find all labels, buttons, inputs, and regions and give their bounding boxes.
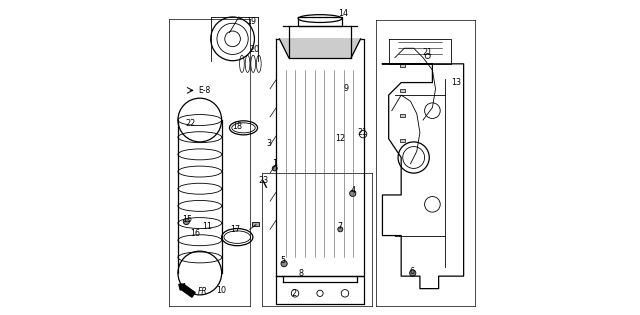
Circle shape	[410, 270, 416, 276]
Text: 21: 21	[422, 49, 433, 57]
Text: 17: 17	[230, 225, 241, 234]
Polygon shape	[280, 39, 360, 58]
Text: 4: 4	[350, 186, 355, 195]
Text: 18: 18	[232, 122, 243, 131]
Bar	[252, 221, 259, 226]
Text: 10: 10	[217, 286, 227, 295]
Bar	[399, 64, 405, 67]
Text: 14: 14	[339, 9, 348, 18]
FancyArrow shape	[179, 284, 195, 297]
Text: 9: 9	[344, 84, 349, 93]
Text: 11: 11	[203, 222, 212, 231]
Text: 21: 21	[357, 128, 367, 137]
Bar	[399, 139, 405, 142]
Text: 7: 7	[338, 222, 343, 231]
Bar	[399, 89, 405, 92]
Bar	[399, 114, 405, 117]
Text: 3: 3	[266, 139, 271, 148]
Circle shape	[338, 227, 343, 232]
Text: E-8: E-8	[198, 86, 211, 95]
Circle shape	[349, 190, 356, 197]
Text: 23: 23	[259, 176, 269, 186]
Circle shape	[272, 166, 277, 171]
Text: FR.: FR.	[198, 287, 210, 296]
Circle shape	[183, 218, 189, 225]
Text: 6: 6	[410, 267, 415, 276]
Text: 13: 13	[451, 78, 461, 87]
Text: 20: 20	[250, 45, 259, 54]
Text: 2: 2	[291, 289, 296, 298]
Circle shape	[281, 261, 287, 267]
Text: 1: 1	[272, 159, 277, 168]
Text: 5: 5	[280, 256, 285, 265]
Text: 22: 22	[186, 119, 196, 128]
Text: 16: 16	[190, 230, 200, 238]
Text: 15: 15	[182, 215, 193, 225]
Text: 12: 12	[335, 134, 346, 143]
Text: 8: 8	[299, 268, 304, 278]
Text: 19: 19	[246, 17, 257, 26]
